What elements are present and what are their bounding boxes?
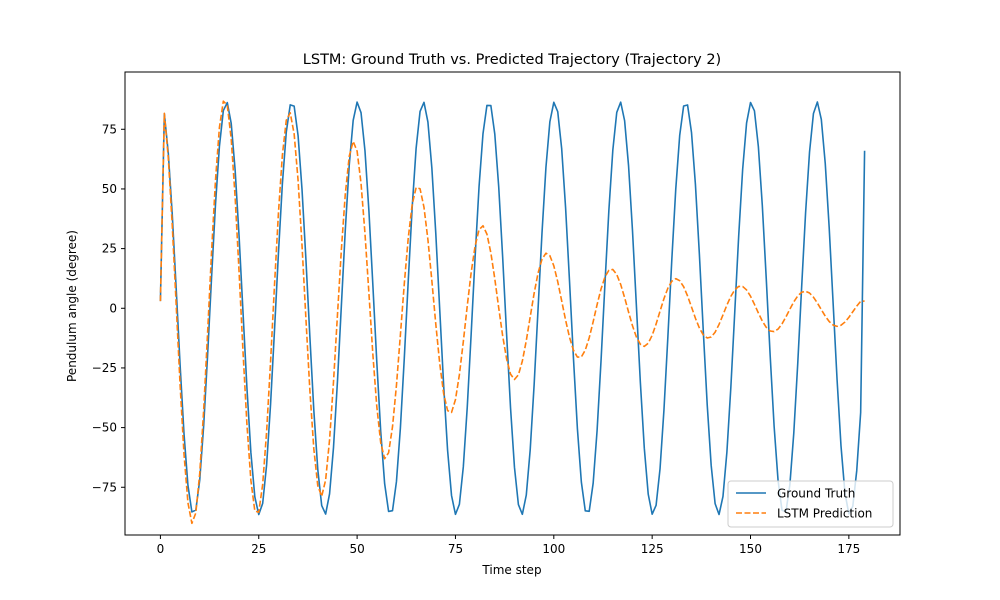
legend-label-lstm-prediction: LSTM Prediction xyxy=(777,507,872,521)
plot-area: 0 25 50 75 100 125 150 175 −75 −50 −25 0 25 50 75 xyxy=(92,71,901,556)
series-line-ground-truth xyxy=(159,101,866,516)
x-tick-label: 125 xyxy=(641,542,664,556)
x-tick-label: 150 xyxy=(739,542,762,556)
y-tick-label: 50 xyxy=(102,182,117,196)
x-tick-label: 75 xyxy=(448,542,463,556)
series-line-lstm-prediction xyxy=(159,100,865,525)
chart-title: LSTM: Ground Truth vs. Predicted Traject… xyxy=(303,52,721,68)
y-axis-label: Pendulum angle (degree) xyxy=(65,230,79,382)
legend: Ground Truth LSTM Prediction xyxy=(727,480,894,528)
legend-box xyxy=(727,480,894,528)
y-tick-label: 0 xyxy=(109,301,117,315)
x-tick-label: 50 xyxy=(349,542,364,556)
y-tick-label: 75 xyxy=(102,122,117,136)
x-tick-label: 0 xyxy=(157,542,165,556)
x-tick-label: 175 xyxy=(837,542,860,556)
x-tick-label: 100 xyxy=(542,542,565,556)
y-tick-label: 25 xyxy=(102,242,117,256)
y-tick-label: −25 xyxy=(92,361,117,375)
y-tick-label: −50 xyxy=(92,421,117,435)
axes-frame xyxy=(124,71,901,536)
legend-label-ground-truth: Ground Truth xyxy=(777,487,855,501)
x-tick-label: 25 xyxy=(251,542,266,556)
x-axis-label: Time step xyxy=(481,563,541,577)
y-tick-label: −75 xyxy=(92,480,117,494)
